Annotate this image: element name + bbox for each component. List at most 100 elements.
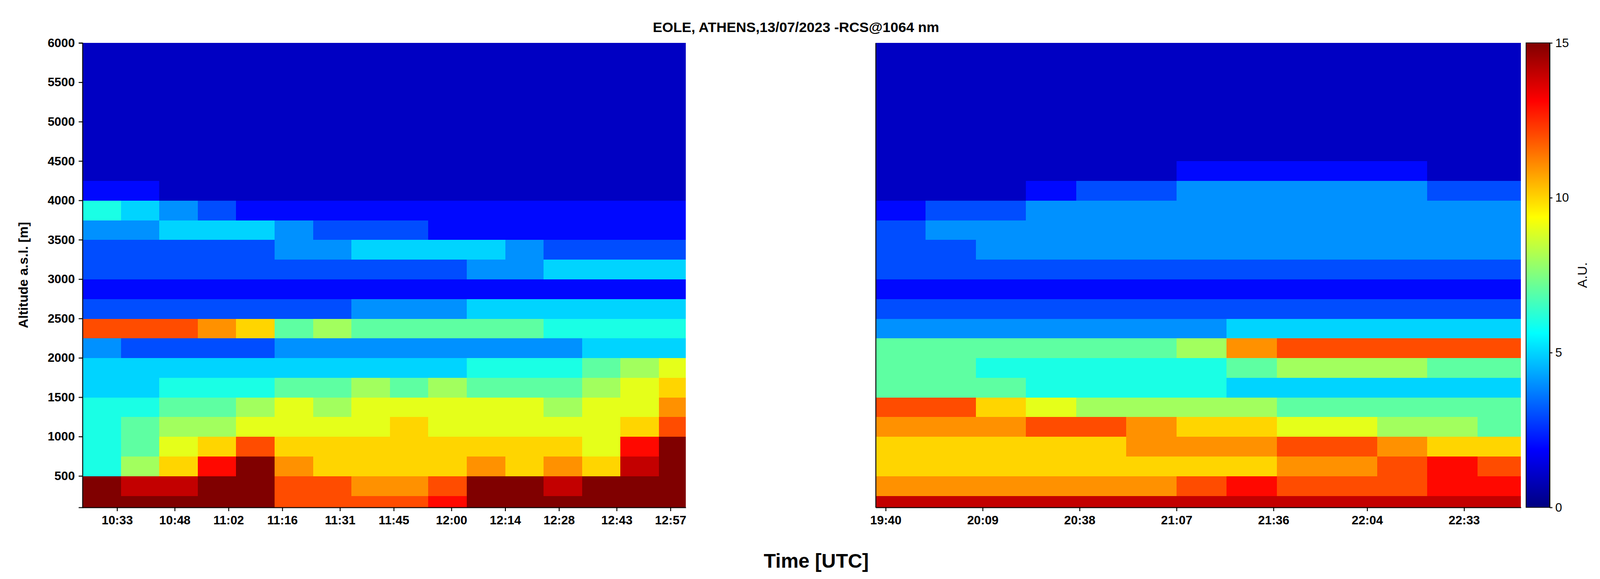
heatmap-cell (121, 180, 160, 201)
heatmap-cell (1326, 82, 1378, 103)
heatmap-cell (428, 101, 467, 122)
heatmap-cell (1326, 455, 1378, 476)
heatmap-cell (389, 436, 429, 457)
heatmap-cell (82, 278, 122, 299)
y-tick-mark (78, 160, 83, 162)
heatmap-cell (235, 239, 275, 260)
heatmap-cell (235, 200, 275, 220)
heatmap-cell (466, 180, 506, 201)
heatmap-cell (197, 416, 237, 437)
heatmap-cell (582, 121, 621, 142)
heatmap-cell (1176, 357, 1227, 378)
x-tick-label: 21:07 (1161, 512, 1193, 528)
heatmap-cell (1377, 278, 1428, 299)
heatmap-cell (1477, 318, 1521, 339)
x-tick: 10:33 (101, 507, 133, 528)
heatmap-cell (975, 121, 1027, 142)
heatmap-cell (235, 475, 275, 496)
heatmap-cell (389, 278, 429, 299)
heatmap-cell (235, 42, 275, 63)
heatmap-cell (313, 200, 352, 220)
heatmap-cell (274, 475, 314, 496)
heatmap-cell (1377, 436, 1428, 457)
heatmap-cell (1025, 436, 1077, 457)
heatmap-cell (1226, 318, 1277, 339)
heatmap-cell (82, 239, 122, 260)
heatmap-cell (658, 62, 686, 83)
heatmap-cell (159, 239, 198, 260)
heatmap-cell (1176, 416, 1227, 437)
heatmap-cell (1477, 436, 1521, 457)
heatmap-cell (1276, 62, 1328, 83)
x-tick-label: 12:00 (436, 512, 468, 528)
heatmap-cell (159, 62, 198, 83)
heatmap-cell (1427, 101, 1478, 122)
heatmap-cell (351, 121, 390, 142)
heatmap-cell (351, 298, 390, 319)
heatmap-cell (159, 121, 198, 142)
heatmap-cell (505, 377, 545, 398)
heatmap-cell (875, 436, 926, 457)
colorbar-tick: 0 (1549, 500, 1562, 515)
heatmap-cell (313, 121, 352, 142)
heatmap-cell (1126, 397, 1177, 417)
heatmap-cell (389, 121, 429, 142)
heatmap-cell (1176, 62, 1227, 83)
heatmap-cell (1276, 200, 1328, 220)
x-tick-label: 19:40 (870, 512, 902, 528)
heatmap-cell (274, 259, 314, 280)
heatmap-cell (658, 259, 686, 280)
heatmap-cell (875, 42, 926, 63)
heatmap-cell (466, 82, 506, 103)
heatmap-cell (925, 180, 976, 201)
heatmap-cell (1427, 357, 1478, 378)
heatmap-cell (925, 436, 976, 457)
x-tick-label: 11:45 (378, 512, 410, 528)
heatmap-cell (875, 357, 926, 378)
heatmap-cell (313, 219, 352, 240)
heatmap-cell (274, 416, 314, 437)
heatmap-cell (875, 278, 926, 299)
x-tick-mark (1176, 507, 1178, 512)
heatmap-cell (1477, 219, 1521, 240)
heatmap-cell (121, 278, 160, 299)
heatmap-cell (975, 259, 1027, 280)
heatmap-cell (875, 377, 926, 398)
heatmap-cell (1025, 82, 1077, 103)
heatmap-cell (197, 200, 237, 220)
heatmap-cell (875, 219, 926, 240)
heatmap-cell (159, 436, 198, 457)
heatmap-cell (1276, 239, 1328, 260)
heatmap-cell (543, 161, 583, 181)
heatmap-cell (1427, 82, 1478, 103)
heatmap-cell (1377, 180, 1428, 201)
y-tick: 4500 (47, 153, 83, 168)
heatmap-cell (466, 62, 506, 83)
heatmap-cell (1126, 278, 1177, 299)
heatmap-cell (1226, 259, 1277, 280)
heatmap-cell (582, 436, 621, 457)
heatmap-cell (505, 239, 545, 260)
heatmap-cell (1076, 62, 1127, 83)
heatmap-cell (1477, 121, 1521, 142)
heatmap-cell (159, 42, 198, 63)
heatmap-cell (428, 475, 467, 496)
heatmap-cell (1377, 357, 1428, 378)
heatmap-cell (1226, 62, 1277, 83)
heatmap-cell (351, 180, 390, 201)
heatmap-cell (82, 436, 122, 457)
heatmap-cell (235, 141, 275, 162)
heatmap-cell (925, 200, 976, 220)
heatmap-cell (975, 200, 1027, 220)
heatmap-cell (197, 338, 237, 358)
heatmap-cell (925, 318, 976, 339)
heatmap-cell (1126, 475, 1177, 496)
heatmap-cell (620, 436, 659, 457)
heatmap-cell (159, 161, 198, 181)
heatmap-cell (975, 475, 1027, 496)
heatmap-cell (1477, 455, 1521, 476)
heatmap-cell (925, 101, 976, 122)
y-tick: 3000 (47, 271, 83, 286)
heatmap-cell (1477, 62, 1521, 83)
heatmap-cell (1377, 101, 1428, 122)
